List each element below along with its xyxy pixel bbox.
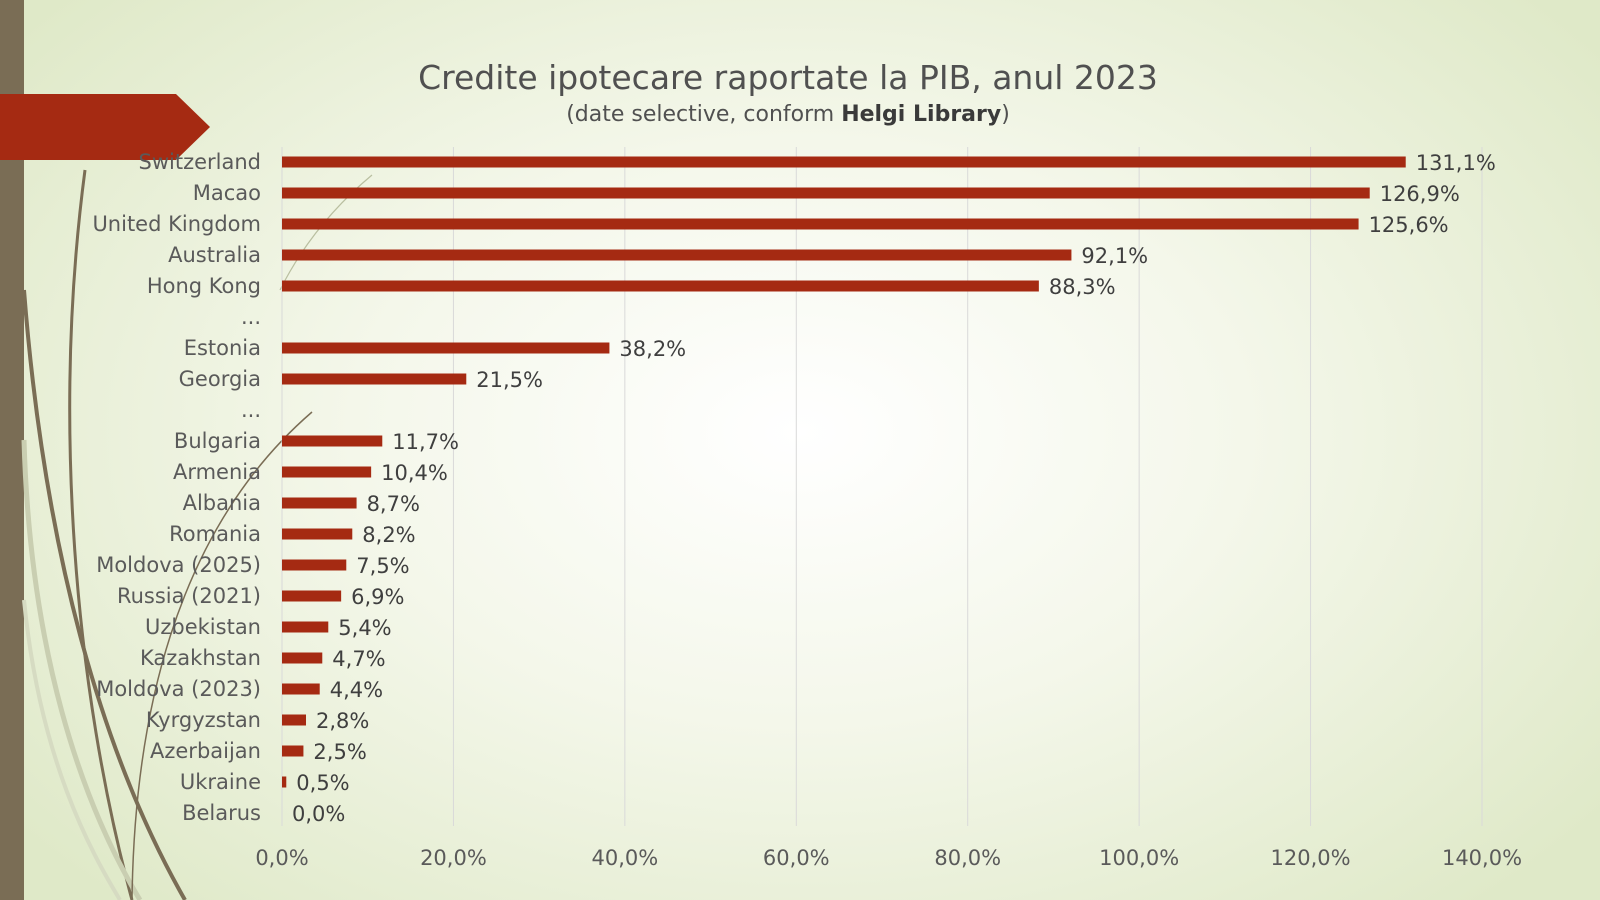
data-label: 21,5%: [476, 368, 543, 392]
category-label: Moldova (2025): [96, 553, 261, 577]
category-label: ...: [241, 305, 261, 329]
category-label: Bulgaria: [174, 429, 261, 453]
category-label: Georgia: [179, 367, 261, 391]
subtitle-suffix: ): [1001, 102, 1010, 127]
bar: [282, 559, 347, 571]
category-label: Azerbaijan: [150, 739, 261, 763]
data-label: 0,5%: [296, 771, 349, 795]
data-label: 88,3%: [1049, 275, 1116, 299]
x-gridlines: [281, 147, 1483, 826]
category-label: Moldova (2023): [96, 677, 261, 701]
data-label: 4,7%: [332, 647, 385, 671]
arrow-banner: [0, 94, 210, 160]
category-label: United Kingdom: [92, 212, 261, 236]
bar: [282, 714, 306, 726]
bar: [282, 683, 320, 695]
category-label: Hong Kong: [147, 274, 261, 298]
subtitle-prefix: (date selective, conform: [566, 102, 841, 127]
data-label: 131,1%: [1416, 151, 1496, 175]
category-label: Uzbekistan: [145, 615, 261, 639]
x-tick-label: 20,0%: [420, 846, 487, 870]
data-label: 7,5%: [356, 554, 409, 578]
data-label: 38,2%: [619, 337, 686, 361]
bars: [282, 156, 1406, 788]
data-label: 2,5%: [313, 740, 366, 764]
category-label: Switzerland: [139, 150, 262, 174]
data-label: 126,9%: [1380, 182, 1460, 206]
data-label: 6,9%: [351, 585, 404, 609]
data-label: 8,2%: [362, 523, 415, 547]
bar: [282, 187, 1370, 199]
bar: [282, 745, 304, 757]
data-label: 4,4%: [330, 678, 383, 702]
data-label: 10,4%: [381, 461, 448, 485]
x-tick-label: 140,0%: [1442, 846, 1522, 870]
bar: [282, 249, 1072, 261]
category-label: Romania: [169, 522, 261, 546]
data-label: 2,8%: [316, 709, 369, 733]
data-label: 11,7%: [392, 430, 459, 454]
category-label: Albania: [183, 491, 261, 515]
bar: [282, 776, 287, 788]
category-labels: Switzerland Macao United Kingdom Australia H…: [92, 150, 261, 825]
x-axis-ticks: 0,0% 20,0% 40,0% 60,0% 80,0% 100,0% 120,0% 140,…: [255, 846, 1522, 870]
category-label: Kazakhstan: [140, 646, 261, 670]
x-tick-label: 40,0%: [591, 846, 658, 870]
bar: [282, 621, 329, 633]
bar: [282, 342, 610, 354]
category-label: Ukraine: [180, 770, 261, 794]
x-tick-label: 0,0%: [255, 846, 308, 870]
category-label: ...: [241, 398, 261, 422]
bar: [282, 218, 1359, 230]
bar: [282, 497, 357, 509]
chart-subtitle: (date selective, conform Helgi Library): [566, 102, 1010, 127]
category-label: Kyrgyzstan: [146, 708, 261, 732]
category-label: Armenia: [173, 460, 261, 484]
x-tick-label: 60,0%: [763, 846, 830, 870]
bar: [282, 466, 372, 478]
data-label: 5,4%: [338, 616, 391, 640]
category-label: Australia: [168, 243, 261, 267]
bar: [282, 652, 323, 664]
bar: [282, 435, 383, 447]
data-label: 125,6%: [1369, 213, 1449, 237]
bar: [282, 373, 467, 385]
category-label: Belarus: [182, 801, 261, 825]
bar: [282, 528, 353, 540]
x-tick-label: 120,0%: [1271, 846, 1351, 870]
x-tick-label: 80,0%: [934, 846, 1001, 870]
chart-title: Credite ipotecare raportate la PIB, anul…: [418, 58, 1158, 97]
data-label: 0,0%: [292, 802, 345, 826]
data-label: 92,1%: [1081, 244, 1148, 268]
category-label: Russia (2021): [117, 584, 261, 608]
bar: [282, 156, 1406, 168]
bar: [282, 590, 342, 602]
data-label: 8,7%: [367, 492, 420, 516]
category-label: Estonia: [184, 336, 261, 360]
bar: [282, 280, 1039, 292]
value-labels: 131,1% 126,9% 125,6% 92,1% 88,3% 38,2% 21,5% 11…: [292, 151, 1496, 826]
x-tick-label: 100,0%: [1099, 846, 1179, 870]
subtitle-source: Helgi Library: [841, 102, 1001, 127]
category-label: Macao: [193, 181, 261, 205]
